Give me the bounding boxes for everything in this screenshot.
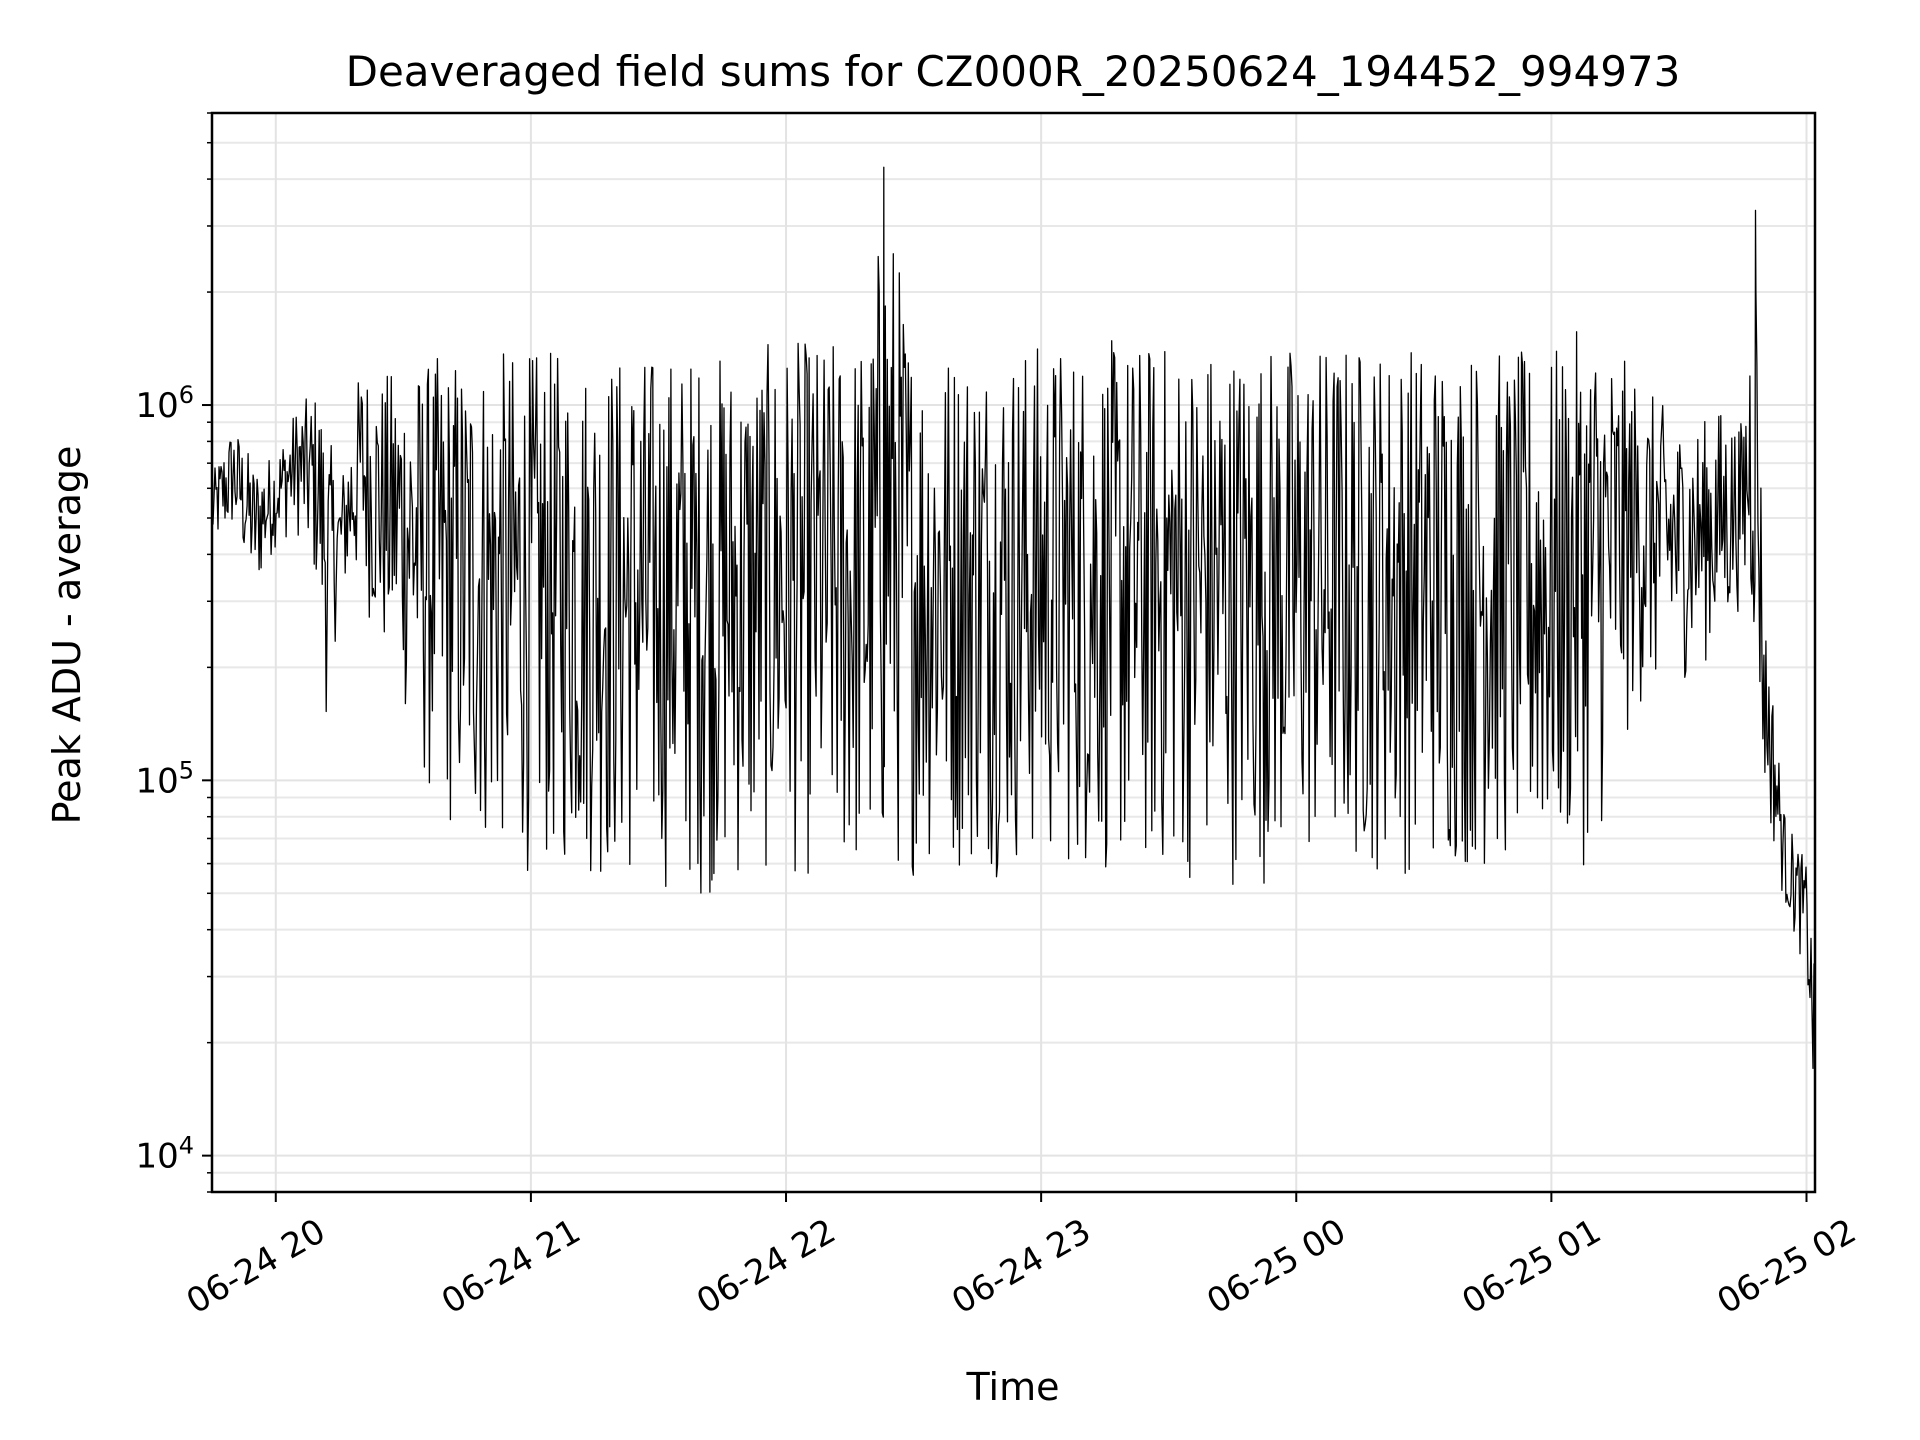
- series-line: [211, 166, 1816, 1070]
- x-axis-label: Time: [966, 1365, 1060, 1409]
- chart-title: Deaveraged field sums for CZ000R_2025062…: [346, 47, 1681, 96]
- y-axis: 104 105 106: [135, 112, 212, 1193]
- plot-area: [210, 111, 1817, 1194]
- y-axis-label: Peak ADU - average: [45, 446, 89, 825]
- y-tick-label: 105: [135, 756, 194, 801]
- y-tick-label: 106: [135, 381, 194, 426]
- plot-frame: [210, 111, 1817, 1194]
- y-tick-label: 104: [135, 1132, 194, 1177]
- series: [211, 166, 1816, 1070]
